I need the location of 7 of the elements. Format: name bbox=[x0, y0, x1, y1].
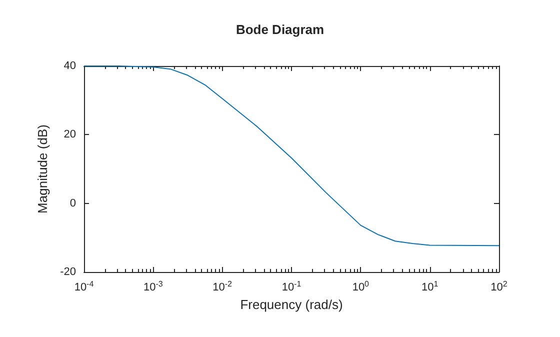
chart-title: Bode Diagram bbox=[236, 22, 324, 37]
y-tick-label: 40 bbox=[64, 60, 76, 72]
y-tick-label: 20 bbox=[64, 128, 76, 141]
x-axis-title: Frequency (rad/s) bbox=[240, 297, 343, 312]
y-tick-label: -20 bbox=[60, 266, 76, 278]
y-axis-title: Magnitude (dB) bbox=[35, 124, 50, 214]
y-tick-label: 0 bbox=[70, 197, 76, 210]
